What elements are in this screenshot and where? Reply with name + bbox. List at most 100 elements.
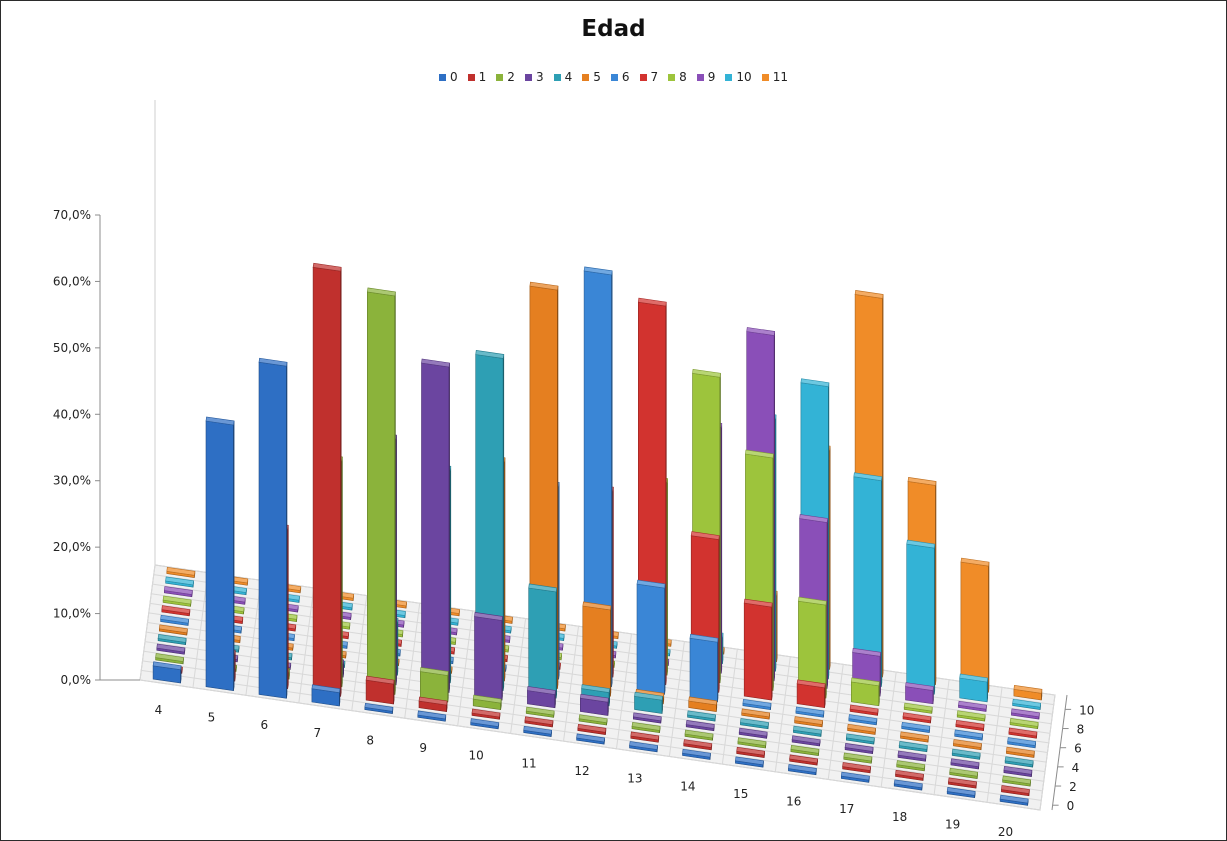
bar-top: [258, 357, 288, 367]
bar-top: [903, 702, 933, 712]
y-tick-label: 70,0%: [53, 208, 91, 222]
legend-swatch: [639, 73, 647, 81]
bar: [1001, 785, 1030, 797]
bar-top: [160, 614, 189, 624]
legend-item: 11: [761, 70, 788, 84]
bar-top: [737, 737, 767, 747]
bar-top: [1013, 684, 1043, 694]
legend-label: 10: [736, 70, 752, 84]
bar-top: [800, 378, 830, 388]
bar: [788, 764, 817, 776]
bar-side: [233, 420, 235, 691]
bar-front: [205, 420, 234, 692]
bar-top: [523, 725, 553, 735]
bar-top: [1003, 765, 1033, 775]
bar: [157, 634, 187, 646]
bar-top: [746, 327, 776, 336]
bar-top: [950, 758, 980, 768]
bar-side: [448, 362, 450, 693]
bar-side: [880, 476, 883, 687]
bar-top: [470, 718, 500, 727]
bar-side: [933, 544, 936, 695]
x-tick-label: 7: [313, 726, 321, 740]
bar: [524, 716, 554, 728]
bar-top: [843, 752, 873, 762]
bar-top: [896, 760, 926, 769]
bar-top: [740, 718, 769, 727]
bar: [949, 767, 979, 779]
bar-top: [165, 576, 194, 586]
bar-top: [471, 708, 501, 718]
bar-top: [902, 712, 932, 722]
legend-item: 2: [496, 70, 515, 84]
bar-side: [665, 302, 667, 685]
x-tick-label: 12: [574, 764, 589, 778]
bar: [897, 750, 927, 762]
bar: [364, 702, 394, 714]
bar-top: [953, 739, 982, 748]
bar: [160, 614, 189, 626]
bar-front: [636, 583, 665, 695]
bar-top: [364, 702, 394, 712]
bar-top: [166, 566, 196, 576]
x-tick-label: 6: [261, 718, 269, 732]
bar: [796, 679, 826, 709]
bar-side: [501, 616, 503, 701]
bar-top: [685, 720, 715, 729]
legend-item: 0: [439, 70, 458, 84]
legend-item: 10: [725, 70, 752, 84]
bar: [631, 722, 661, 734]
bar-side: [449, 466, 452, 683]
bar-side: [775, 414, 777, 672]
legend-label: 6: [621, 70, 630, 84]
bar-side: [664, 583, 666, 695]
bar-side: [719, 373, 721, 683]
bar: [845, 733, 875, 745]
bar-side: [882, 294, 884, 678]
bar: [791, 735, 821, 747]
chart-title: Edad: [581, 16, 646, 42]
x-tick-label: 13: [627, 772, 642, 786]
bar: [472, 694, 502, 711]
bar: [576, 733, 606, 745]
bar-top: [853, 472, 883, 482]
bar-top: [791, 735, 821, 745]
y-tick-label: 0,0%: [61, 673, 92, 687]
bar: [366, 287, 396, 695]
bar: [475, 350, 505, 691]
bar-top: [630, 731, 660, 741]
bar: [954, 729, 984, 741]
bar: [742, 698, 772, 711]
bar-top: [960, 557, 990, 567]
bar-top: [529, 281, 559, 291]
bar-top: [631, 722, 661, 731]
bar: [258, 357, 288, 699]
bar-side: [234, 650, 236, 682]
bar-top: [578, 714, 608, 724]
bar: [951, 748, 981, 760]
bar-top: [905, 682, 934, 691]
bar: [849, 704, 879, 716]
bar-top: [951, 748, 981, 758]
bar-top: [636, 579, 666, 589]
bar-top: [741, 708, 771, 718]
bar-side: [776, 591, 778, 662]
bar-top: [163, 586, 193, 595]
bar: [418, 696, 448, 713]
bar-top: [847, 723, 876, 733]
x-tick-label: 4: [155, 703, 163, 717]
bar-side: [397, 618, 399, 676]
bar-side: [612, 487, 614, 678]
bar-top: [692, 368, 721, 378]
bar: [689, 633, 719, 703]
bar: [898, 741, 928, 753]
y-tick-label: 40,0%: [53, 407, 91, 421]
bar-side: [286, 362, 288, 699]
bar-top: [419, 667, 449, 676]
bar-side: [610, 605, 612, 697]
bar: [682, 748, 711, 760]
bar-top: [999, 794, 1029, 804]
bar-side: [717, 638, 719, 703]
bar-top: [840, 771, 870, 781]
bar-front: [528, 587, 557, 699]
